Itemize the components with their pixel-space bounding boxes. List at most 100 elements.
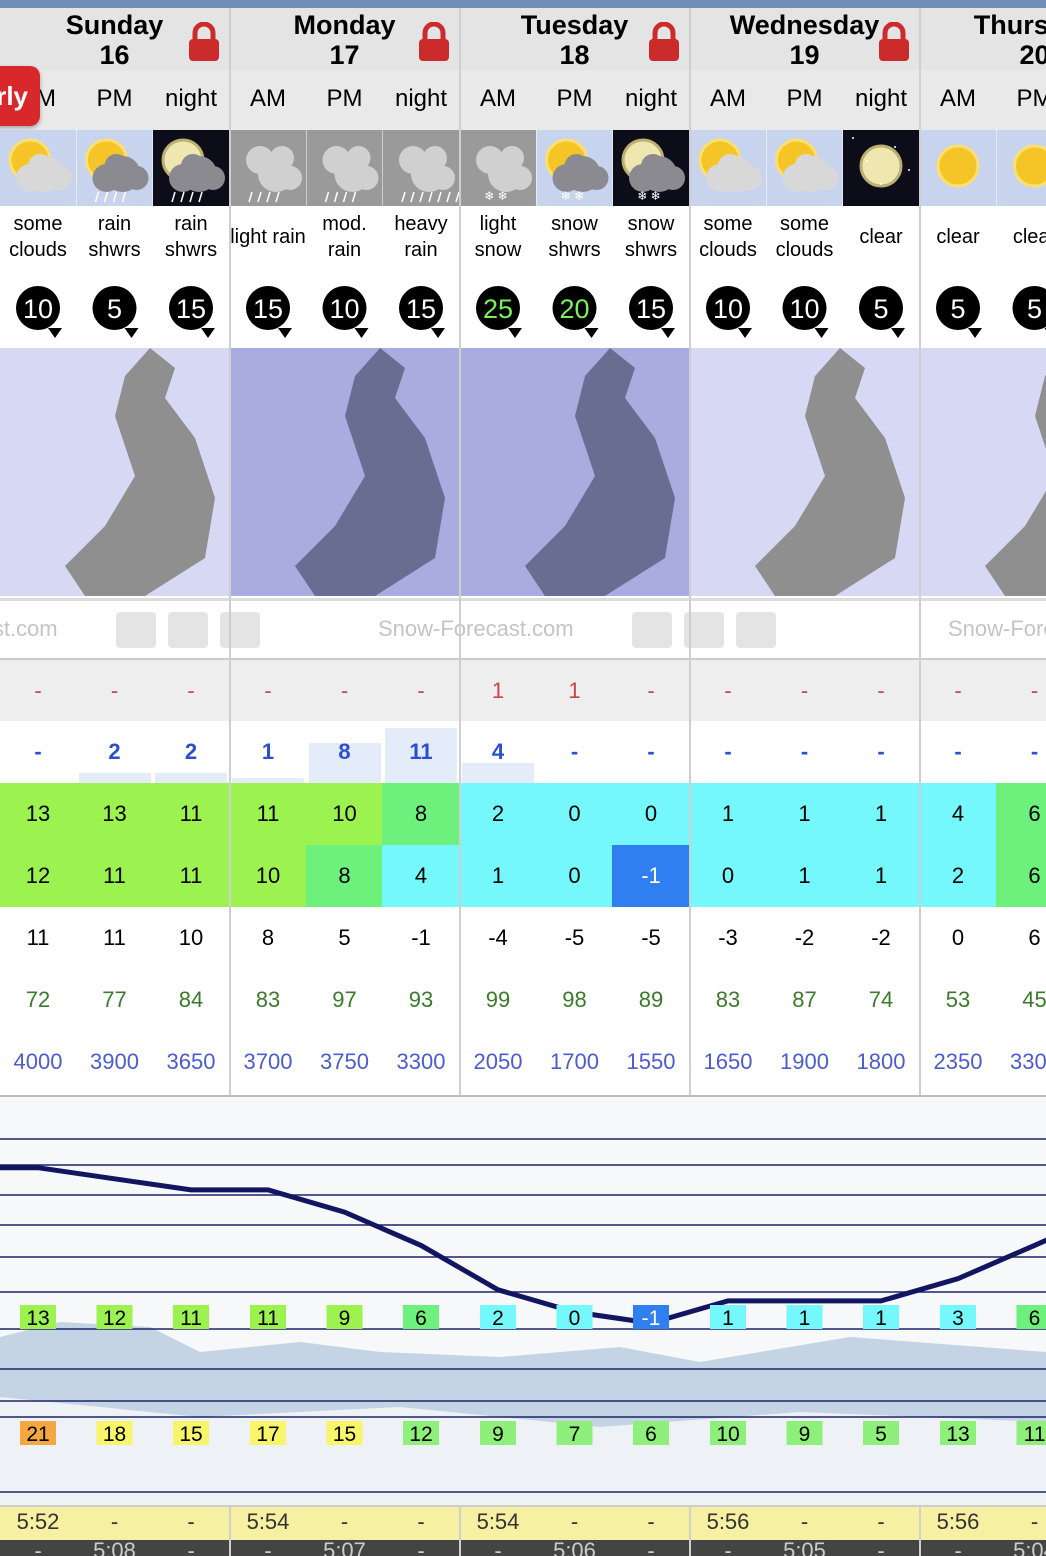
rain-drop [94, 191, 100, 203]
snow-value: - [340, 678, 349, 703]
rain-drop [171, 191, 176, 203]
freezing_level-cell-bg [152, 1031, 230, 1093]
line-label-bg [326, 1305, 363, 1329]
humidity-cell-bg [152, 969, 230, 1031]
lock-shackle [192, 22, 216, 40]
rain-value: 2 [108, 739, 121, 764]
snow-value: - [800, 678, 809, 703]
rain-value: - [570, 739, 579, 764]
snow-value: - [264, 678, 272, 703]
weather-icons: ❄ ❄ ❄ ❄ ❄ ❄ [0, 130, 1046, 206]
watermark: Snow-Forecast.com [378, 616, 574, 641]
humidity-cell-bg [0, 969, 77, 1031]
sunset-time: - [494, 1538, 502, 1556]
rain-drop [275, 191, 280, 203]
cloud [322, 146, 351, 174]
rain-drop [248, 191, 253, 203]
weather-text: rain shwrs [88, 213, 141, 261]
lower-label: 6 [645, 1423, 657, 1446]
rain-value: 8 [338, 739, 351, 764]
lower-label-bg [940, 1421, 976, 1445]
humidity-value: 45 [1022, 987, 1046, 1012]
sunrise-time: - [340, 1509, 349, 1534]
rain-cell-bg [535, 721, 614, 783]
cloud [718, 154, 742, 178]
map-land [985, 374, 1046, 596]
max_temp-cell-bg [75, 783, 154, 845]
wind-speed: 15 [636, 294, 666, 324]
lock-body [419, 39, 449, 61]
line-label-bg [403, 1305, 439, 1329]
rain-cell-bg [229, 721, 307, 783]
sun-separator [459, 1505, 461, 1556]
lower-label-bg [326, 1421, 363, 1445]
humidity-cell-bg [305, 969, 384, 1031]
freezing_level-cell-bg [765, 1031, 844, 1093]
min_temp-value: 0 [721, 863, 735, 888]
period-label: AM [250, 85, 286, 112]
period-bg [0, 70, 1046, 130]
sunrise-time: - [187, 1509, 195, 1534]
min_temp-cell-bg [152, 845, 230, 907]
humidity-value: 97 [332, 987, 357, 1012]
freezing_level-value: 1800 [856, 1049, 906, 1074]
wind_chill-cell-bg [842, 907, 920, 969]
rain-value: - [34, 739, 42, 764]
rain-cell-bg [612, 721, 690, 783]
watermark-icon [220, 612, 260, 648]
rain-value: 1 [261, 739, 275, 764]
lower-label-bg [556, 1421, 593, 1445]
sunset-time: - [724, 1538, 732, 1556]
wind-circle [706, 286, 750, 330]
wind-circle [399, 286, 443, 330]
lower-label: 5 [875, 1423, 887, 1446]
line-label-bg [633, 1305, 669, 1329]
wind-arrow [278, 328, 292, 338]
cloud [181, 154, 205, 178]
sunset-time: 5:07 [323, 1538, 366, 1556]
line-label-bg [1016, 1305, 1046, 1329]
cloud [278, 166, 302, 190]
sunset-time: 5:08 [93, 1538, 136, 1556]
freezing_level-value: 4000 [13, 1049, 63, 1074]
wind_chill-cell-bg [382, 907, 460, 969]
sunset-time: - [877, 1538, 885, 1556]
day-date: 16 [99, 40, 130, 70]
wind-arrow [891, 328, 905, 338]
humidity-value: 87 [792, 987, 817, 1012]
snow-value: - [877, 678, 885, 703]
weather-text: snow shwrs [548, 213, 601, 261]
max_temp-value: 11 [256, 801, 280, 826]
min_temp-cell-bg [535, 845, 614, 907]
freezing_level-cell-bg [995, 1031, 1046, 1093]
wind-speed: 15 [253, 294, 283, 324]
freezing_level-value: 1550 [626, 1049, 676, 1074]
humidity-cell-bg [229, 969, 307, 1031]
humidity-value: 89 [638, 987, 664, 1012]
cloud [201, 166, 225, 190]
wind-arrow [584, 328, 599, 338]
humidity-value: 99 [485, 987, 511, 1012]
lock-shackle [882, 22, 906, 40]
sunrise-time: - [110, 1509, 119, 1534]
line-label-bg [250, 1305, 286, 1329]
min_temp-cell-bg [765, 845, 844, 907]
humidity-cell-bg [535, 969, 614, 1031]
map-land [525, 348, 675, 596]
wind_chill-cell-bg [152, 907, 230, 969]
watermark: Snow-Forecast.com [948, 616, 1046, 641]
humidity-value: 93 [408, 987, 434, 1012]
rain-drop [180, 191, 185, 203]
rain-cell-bg [0, 721, 77, 783]
hourly-button[interactable]: Hourly [0, 66, 40, 126]
rain-bar [232, 778, 304, 783]
line-label: 1 [722, 1307, 734, 1330]
snow-cell-bg [765, 660, 844, 722]
snow-cell-bg [919, 660, 997, 722]
lower-label: 7 [569, 1423, 581, 1446]
cloud [124, 166, 149, 190]
cloud [270, 146, 294, 170]
day-separator [229, 8, 231, 1504]
map-land [65, 348, 215, 596]
